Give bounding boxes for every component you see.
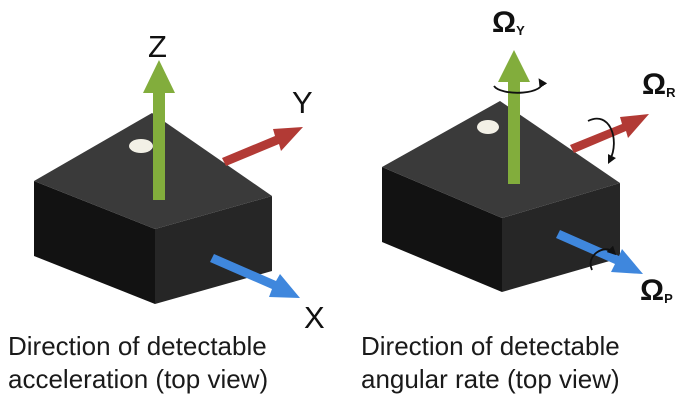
yaw-axis-arrow [498, 50, 530, 184]
x-axis-arrow [210, 254, 300, 298]
yaw-subscript: Y [516, 23, 525, 38]
roll-rotation-icon [587, 117, 617, 165]
yaw-rotation-icon [493, 78, 548, 94]
chip-left-face [34, 181, 155, 304]
omega-symbol: Ω [492, 6, 516, 39]
pitch-axis-arrow [556, 230, 643, 274]
omega-symbol: Ω [642, 68, 666, 101]
omega-symbol: Ω [640, 274, 664, 307]
y-axis-label: Y [292, 85, 313, 120]
angular-rate-diagram: ΩY ΩR ΩP [382, 6, 676, 307]
chip-left [34, 113, 272, 304]
caption-line: Direction of detectable [8, 331, 267, 361]
caption-line: angular rate (top view) [361, 364, 620, 394]
pitch-axis-label: ΩP [640, 274, 673, 307]
roll-axis-label: ΩR [642, 68, 676, 101]
yaw-axis-label: ΩY [492, 6, 525, 39]
pitch-subscript: P [664, 291, 673, 306]
acceleration-caption: Direction of detectable acceleration (to… [8, 330, 268, 396]
y-axis-arrow [222, 127, 303, 166]
caption-line: Direction of detectable [361, 331, 620, 361]
pin1-dot [477, 120, 499, 134]
pin1-dot [129, 139, 153, 153]
chip-right [382, 101, 620, 292]
roll-axis-arrow [570, 114, 649, 153]
chip-top-face [382, 101, 620, 218]
pitch-rotation-icon [589, 245, 617, 271]
caption-line: acceleration (top view) [8, 364, 269, 394]
acceleration-diagram: Z Y X [34, 29, 325, 335]
z-axis-label: Z [148, 29, 167, 64]
chip-left-face [382, 167, 502, 292]
angular-rate-caption: Direction of detectable angular rate (to… [361, 330, 620, 396]
chip-right-face [155, 196, 272, 304]
roll-subscript: R [666, 85, 676, 100]
z-axis-arrow [143, 60, 175, 200]
x-axis-label: X [304, 300, 325, 335]
